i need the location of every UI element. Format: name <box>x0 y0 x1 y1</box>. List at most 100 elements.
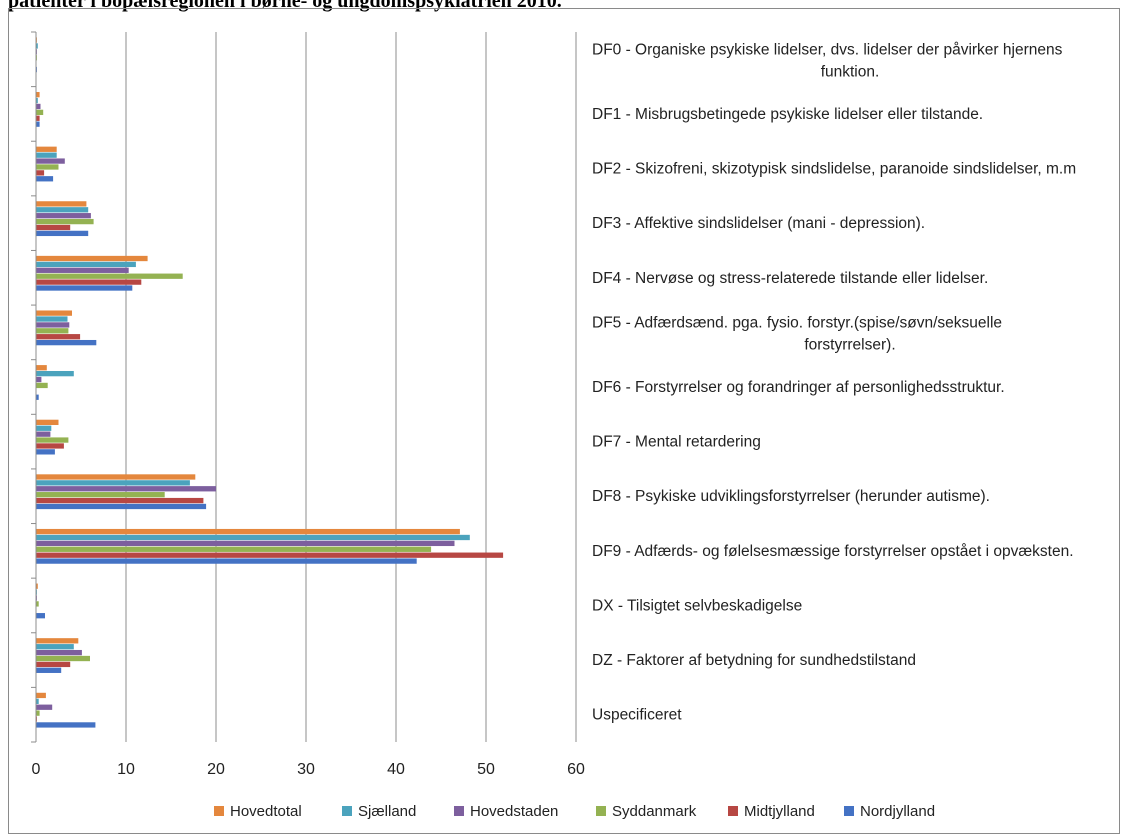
category-label: DF2 - Skizofreni, skizotypisk sindslidel… <box>592 161 1076 178</box>
bar-nordjylland <box>36 558 417 564</box>
bar-nordjylland <box>36 339 97 346</box>
bar-sjælland <box>36 534 470 541</box>
bar-syddanmark <box>36 655 90 662</box>
bar-hovedtotal <box>36 146 57 152</box>
category-label: DF7 - Mental retardering <box>592 434 761 451</box>
bar-syddanmark <box>36 164 59 170</box>
bar-hovedtotal <box>36 528 460 535</box>
category-label: DF8 - Psykiske udviklingsforstyrrelser (… <box>592 488 990 505</box>
bar-sjælland <box>36 425 52 431</box>
bar-midtjylland <box>36 443 64 449</box>
bar-hovedstaden <box>36 649 82 656</box>
bar-hovedtotal <box>36 310 72 316</box>
legend-swatch <box>844 806 854 816</box>
bar-midtjylland <box>36 115 40 121</box>
x-tick-label: 30 <box>297 761 315 778</box>
category-label-continued: funktion. <box>821 63 880 80</box>
bar-midtjylland <box>36 552 504 558</box>
bar-nordjylland <box>36 449 55 455</box>
category-label: DZ - Faktorer af betydning for sundhedst… <box>592 652 916 669</box>
bar-hovedtotal <box>36 201 87 207</box>
bar-syddanmark <box>36 492 165 498</box>
category-label: DF0 - Organiske psykiske lidelser, dvs. … <box>592 41 1063 58</box>
bar-hovedstaden <box>36 158 65 164</box>
bar-syddanmark <box>36 328 69 334</box>
bar-sjælland <box>36 698 39 704</box>
legend-label: Sjælland <box>358 803 416 820</box>
bar-syddanmark <box>36 601 39 607</box>
bars-group <box>36 37 504 728</box>
bar-sjælland <box>36 316 68 322</box>
legend: Hovedtotal Sjælland Hovedstaden Syddanmark M… <box>214 803 935 820</box>
bar-sjælland <box>36 480 190 486</box>
legend-label: Nordjylland <box>860 803 935 820</box>
category-label: DF9 - Adfærds- og følelsesmæssige forsty… <box>592 543 1074 560</box>
bar-sjælland <box>36 261 136 268</box>
bar-nordjylland <box>36 394 39 400</box>
category-label-continued: forstyrrelser). <box>804 336 895 353</box>
bar-sjælland <box>36 152 57 158</box>
bar-syddanmark <box>36 218 94 225</box>
bar-hovedtotal <box>36 583 38 589</box>
bar-midtjylland <box>36 279 142 285</box>
bar-hovedstaden <box>36 322 70 328</box>
bar-hovedstaden <box>36 486 216 492</box>
category-label: DF3 - Affektive sindslidelser (mani - de… <box>592 215 925 232</box>
chart-frame <box>8 8 1120 834</box>
bar-sjælland <box>36 644 74 650</box>
bar-midtjylland <box>36 334 81 340</box>
bar-hovedtotal <box>36 419 59 426</box>
bar-hovedstaden <box>36 540 455 547</box>
bar-sjælland <box>36 207 89 213</box>
bar-midtjylland <box>36 224 71 231</box>
legend-label: Syddanmark <box>612 803 697 820</box>
bar-nordjylland <box>36 230 89 237</box>
bar-hovedtotal <box>36 638 79 644</box>
category-label: DX - Tilsigtet selvbeskadigelse <box>592 597 802 614</box>
category-label: DF6 - Forstyrrelser og forandringer af p… <box>592 379 1005 396</box>
bar-nordjylland <box>36 503 207 510</box>
legend-swatch <box>728 806 738 816</box>
bar-hovedtotal <box>36 692 46 699</box>
x-tick-label: 60 <box>567 761 585 778</box>
axis-group: 0 10 20 30 40 50 60 <box>31 31 585 778</box>
bar-syddanmark <box>36 273 183 279</box>
bar-hovedstaden <box>36 431 51 437</box>
legend-swatch <box>454 806 464 816</box>
legend-swatch <box>596 806 606 816</box>
category-label: DF5 - Adfærdsænd. pga. fysio. forstyr.(s… <box>592 314 1002 331</box>
legend-label: Midtjylland <box>744 803 815 820</box>
bar-sjælland <box>36 43 38 49</box>
category-label: DF1 - Misbrugsbetingede psykiske lidelse… <box>592 106 983 123</box>
x-tick-label: 0 <box>32 761 41 778</box>
legend-swatch <box>342 806 352 816</box>
legend-label: Hovedstaden <box>470 803 558 820</box>
bar-syddanmark <box>36 437 69 443</box>
bar-syddanmark <box>36 382 48 389</box>
category-label: Uspecificeret <box>592 707 682 724</box>
bar-nordjylland <box>36 121 40 127</box>
page-title: patienter i bopælsregionen i børne- og u… <box>8 0 562 12</box>
bar-midtjylland <box>36 497 204 504</box>
bar-hovedstaden <box>36 267 129 273</box>
bar-hovedstaden <box>36 103 41 110</box>
x-tick-label: 10 <box>117 761 135 778</box>
x-tick-label: 40 <box>387 761 405 778</box>
bar-hovedstaden <box>36 704 53 710</box>
bar-hovedstaden <box>36 213 91 219</box>
bar-nordjylland <box>36 667 62 673</box>
bar-midtjylland <box>36 170 45 176</box>
category-labels: DF0 - Organiske psykiske lidelser, dvs. … <box>592 41 1076 723</box>
bar-syddanmark <box>36 710 40 716</box>
x-tick-label: 20 <box>207 761 225 778</box>
bar-hovedtotal <box>36 255 148 262</box>
bar-nordjylland <box>36 176 54 182</box>
bar-midtjylland <box>36 661 71 668</box>
legend-swatch <box>214 806 224 816</box>
bar-syddanmark <box>36 109 44 116</box>
bar-hovedtotal <box>36 92 40 98</box>
bar-hovedstaden <box>36 376 42 383</box>
bar-syddanmark <box>36 546 432 552</box>
bar-hovedtotal <box>36 474 196 480</box>
